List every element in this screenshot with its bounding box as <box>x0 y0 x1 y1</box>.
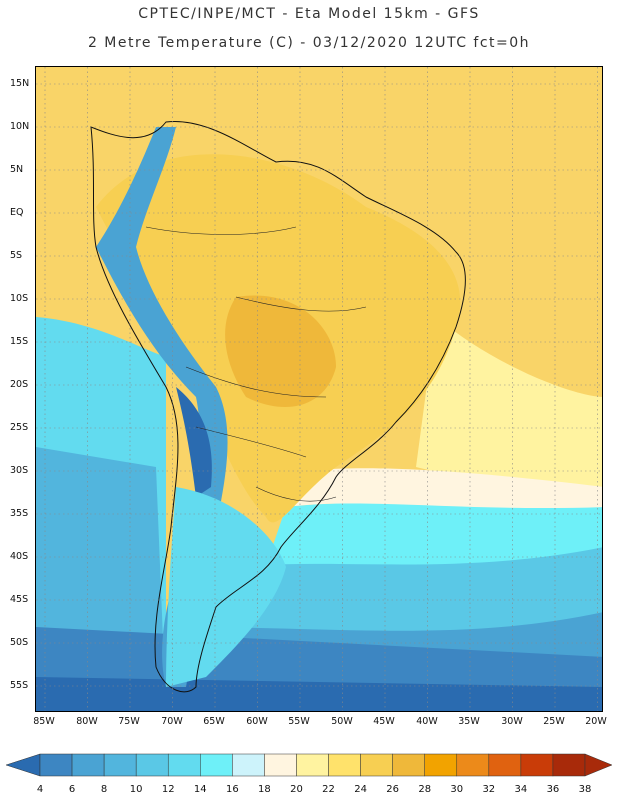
colorbar-swatch <box>328 753 361 777</box>
lon-label-75w: 75W <box>118 716 140 727</box>
colorbar-swatch <box>552 753 586 777</box>
colorbar-label: 6 <box>68 784 76 795</box>
colorbar-swatch <box>424 753 458 777</box>
atlantic-mild-zone <box>416 317 602 507</box>
lat-label-5n: 5N <box>10 164 24 175</box>
lon-label-40w: 40W <box>416 716 438 727</box>
colorbar-label: 20 <box>290 784 303 795</box>
colorbar-label: 14 <box>193 784 207 795</box>
lat-label-45s: 45S <box>10 594 29 605</box>
map-title-line1: CPTEC/INPE/MCT - Eta Model 15km - GFS <box>138 6 480 22</box>
country-borders <box>145 226 367 502</box>
colorbar-swatch <box>103 753 137 777</box>
colorbar-label: 36 <box>546 784 560 795</box>
map-title-line2: 2 Metre Temperature (C) - 03/12/2020 12U… <box>87 35 531 51</box>
colorbar-label: 8 <box>100 784 108 795</box>
lat-label-10s: 10S <box>10 293 29 304</box>
temperature-colorbar <box>5 753 613 777</box>
lon-label-70w: 70W <box>161 716 183 727</box>
lat-label-55s: 55S <box>10 680 29 691</box>
colorbar-label: 22 <box>322 784 335 795</box>
colorbar-swatch <box>520 753 554 777</box>
colorbar-label: 18 <box>258 784 271 795</box>
lat-label-eq: EQ <box>10 207 24 218</box>
colorbar-swatches <box>5 753 613 777</box>
lon-label-25w: 25W <box>543 716 565 727</box>
colorbar-label: 30 <box>450 784 464 795</box>
colorbar-left-arrow <box>5 753 41 777</box>
colorbar-label: 34 <box>514 784 528 795</box>
lon-label-65w: 65W <box>203 716 225 727</box>
colorbar-right-arrow <box>584 753 613 777</box>
lon-label-20w: 20W <box>585 716 607 727</box>
colorbar-swatch <box>392 753 425 777</box>
colorbar-label: 4 <box>36 784 44 795</box>
colorbar-swatch <box>200 753 233 777</box>
colorbar-swatch <box>456 753 490 777</box>
map-canvas <box>36 67 602 711</box>
colorbar-swatch <box>488 753 522 777</box>
colorbar-label: 38 <box>578 784 592 795</box>
lon-label-50w: 50W <box>331 716 353 727</box>
lat-label-20s: 20S <box>10 379 29 390</box>
lat-label-15n: 15N <box>10 78 30 89</box>
lat-label-40s: 40S <box>10 551 29 562</box>
atlantic-neutral-band <box>266 468 602 509</box>
continent-outline <box>90 120 466 693</box>
lat-label-50s: 50S <box>10 637 29 648</box>
colorbar-swatch <box>167 753 201 777</box>
colorbar-label: 28 <box>418 784 432 795</box>
lon-label-80w: 80W <box>76 716 98 727</box>
lat-label-15s: 15S <box>10 336 29 347</box>
colorbar-label: 10 <box>129 784 143 795</box>
colorbar-label: 24 <box>354 784 367 795</box>
lat-label-5s: 5S <box>10 250 23 261</box>
temperature-map <box>35 66 603 712</box>
lat-label-30s: 30S <box>10 465 29 476</box>
lon-label-55w: 55W <box>288 716 310 727</box>
altiplano-coldest <box>176 387 212 497</box>
colorbar-swatch <box>39 753 73 777</box>
colorbar-swatch <box>135 753 169 777</box>
colorbar-swatch <box>232 753 265 777</box>
lon-label-60w: 60W <box>246 716 268 727</box>
colorbar-swatch <box>296 753 329 777</box>
colorbar-swatch <box>360 753 393 777</box>
colorbar-label: 26 <box>386 784 400 795</box>
lat-label-10n: 10N <box>10 121 30 132</box>
colorbar-label: 12 <box>161 784 175 795</box>
colorbar-swatch <box>264 753 297 777</box>
lat-label-25s: 25S <box>10 422 29 433</box>
lon-label-30w: 30W <box>501 716 523 727</box>
lat-label-35s: 35S <box>10 508 29 519</box>
lon-label-35w: 35W <box>458 716 480 727</box>
lon-label-85w: 85W <box>33 716 55 727</box>
colorbar-label: 32 <box>482 784 496 795</box>
patagonia-cool <box>166 487 286 687</box>
colorbar-label: 16 <box>225 784 239 795</box>
lon-label-45w: 45W <box>373 716 395 727</box>
central-brazil-hot <box>225 295 336 407</box>
colorbar-swatch <box>71 753 105 777</box>
lat-lon-grid <box>36 67 602 711</box>
